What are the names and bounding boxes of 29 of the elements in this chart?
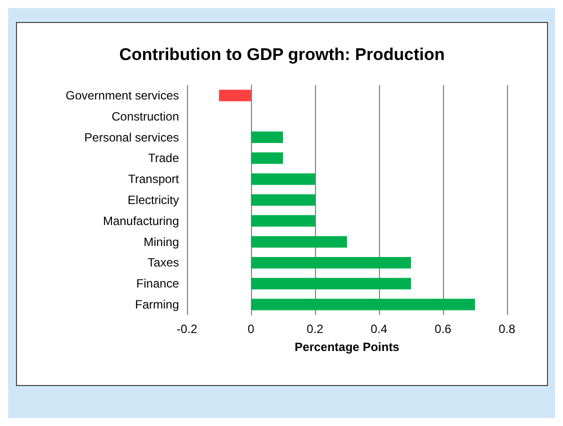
y-tick-label: Trade: [148, 151, 180, 166]
bar: [219, 90, 251, 102]
y-tick-label: Personal services: [84, 130, 179, 144]
x-axis-title: Percentage Points: [294, 340, 400, 354]
x-tick-label: 0.2: [306, 322, 324, 336]
y-tick-label: Farming: [134, 298, 179, 312]
x-tick-label: -0.2: [176, 322, 198, 336]
bar: [251, 194, 315, 206]
x-tick-label: 0.6: [434, 322, 452, 336]
y-tick-label: Taxes: [148, 256, 179, 270]
y-tick-label: Transport: [128, 172, 180, 186]
bar: [251, 236, 347, 248]
y-tick-label: Construction: [112, 109, 179, 124]
chart-title: Contribution to GDP growth: Production: [119, 45, 445, 64]
bar: [251, 173, 315, 185]
bar: [251, 278, 411, 290]
x-tick-label: 0.8: [498, 322, 516, 336]
x-tick-label: 0.4: [370, 322, 388, 336]
y-tick-label: Finance: [136, 276, 180, 291]
y-tick-label: Electricity: [128, 193, 179, 207]
y-tick-label: Manufacturing: [102, 214, 179, 228]
bar: [251, 215, 315, 227]
y-tick-label: Government services: [66, 88, 179, 102]
y-tick-label: Mining: [144, 234, 179, 249]
bar: [251, 152, 283, 164]
x-tick-label: 0: [248, 322, 255, 336]
bar: [251, 132, 283, 144]
bar: [251, 256, 411, 268]
bar: [251, 298, 475, 310]
